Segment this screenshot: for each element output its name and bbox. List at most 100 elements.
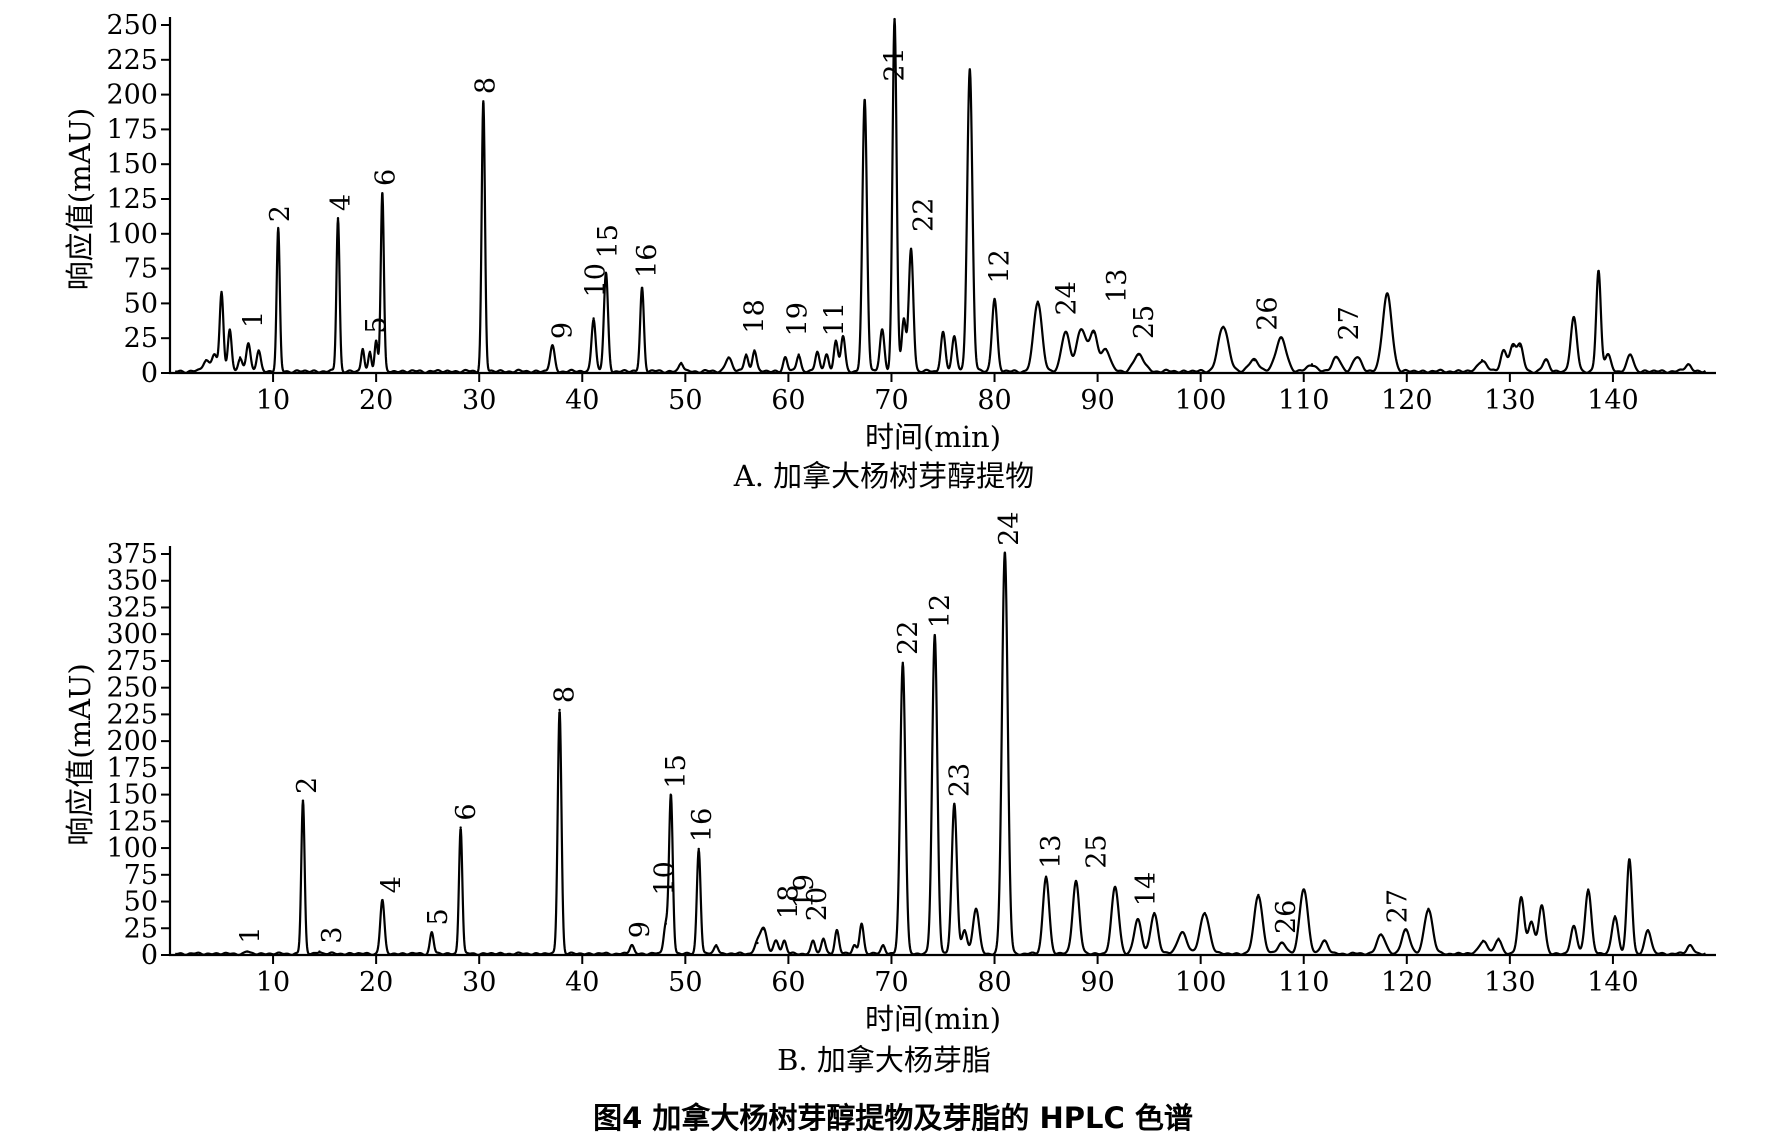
chart-b-peak: [835, 928, 839, 932]
chart-b-peak-label: 18: [773, 885, 804, 919]
chart-b-x-tick-label: 80: [977, 967, 1011, 998]
chart-b-peak: [1379, 933, 1383, 936]
chart-a-x-tick-label: 70: [874, 385, 908, 416]
chart-b-peak: [1587, 888, 1590, 891]
chart-a-peak: [374, 339, 378, 342]
chart-b-peak: [1427, 907, 1430, 910]
chart-b-peak-label: 24: [994, 512, 1025, 546]
chart-b-peak-label: 13: [1036, 834, 1067, 868]
chart-b-y-tick-label: 150: [106, 780, 158, 811]
chart-b-peak: [630, 943, 633, 947]
chart-b-x-tick-label: 50: [668, 967, 702, 998]
chart-b-x-tick-label: 10: [256, 967, 290, 998]
chart-a-peak: [1335, 356, 1338, 359]
chart-a-x-axis-title: 时间(min): [865, 420, 1001, 454]
chart-a-peak: [1253, 358, 1256, 362]
figure-caption: 图4 加拿大杨树芽醇提物及芽脂的 HPLC 色谱: [593, 1101, 1193, 1135]
chart-b-peak: [774, 939, 778, 943]
chart-b-peak: [1520, 896, 1523, 900]
chart-b-y-tick-label: 275: [106, 646, 158, 677]
chart-a-peak: [863, 98, 866, 102]
chart-b-peak: [1613, 915, 1617, 918]
chart-b-peak-label: 16: [687, 808, 718, 842]
chart-a-peak: [238, 356, 242, 359]
chart-b-peak-label: 1: [235, 926, 266, 943]
chart-a-peak-label: 27: [1334, 306, 1365, 340]
chart-a-y-tick-label: 125: [106, 184, 158, 215]
chart-a-y-tick-label: 75: [124, 254, 158, 285]
chart-a-peak: [1092, 331, 1095, 334]
chart-a-peak: [953, 335, 956, 338]
chart-b-peak: [1257, 893, 1260, 897]
chart-b-y-tick-label: 100: [106, 833, 158, 864]
chart-a-peak-label: 19: [783, 302, 814, 336]
chart-b-y-tick-label: 75: [124, 860, 158, 891]
chart-a-y-tick-label: 200: [106, 80, 158, 111]
chart-a-x-tick-label: 20: [359, 385, 393, 416]
chart-a-peak: [968, 68, 971, 71]
chart-a-peak: [893, 17, 896, 21]
chart-a-x-tick-label: 80: [977, 385, 1011, 416]
chart-a-peak: [841, 335, 845, 338]
chart-a-peak: [909, 247, 913, 251]
chart-b-peak: [715, 943, 718, 947]
chart-a-y-tick-label: 25: [124, 323, 158, 354]
chart-a-peak: [1518, 345, 1522, 348]
chart-a-x-tick-label: 30: [462, 385, 496, 416]
chart-b-y-tick-label: 325: [106, 592, 158, 623]
chart-b-peak: [1280, 941, 1284, 945]
chart-b-peak: [1646, 928, 1650, 932]
chart-b-y-tick-label: 125: [106, 806, 158, 837]
chart-a-peak: [727, 356, 730, 359]
chart-b-y-tick-label: 0: [141, 940, 158, 971]
chart-a-x-tick-label: 130: [1484, 385, 1536, 416]
chart-b-peak: [318, 950, 321, 953]
chart-a-peak: [941, 331, 945, 334]
chart-a-y-tick-label: 250: [106, 10, 158, 41]
chart-b-peak-label: 19: [789, 874, 820, 908]
chart-a-peak: [361, 347, 364, 351]
chart-b-peak: [459, 826, 462, 829]
chart-a-y-tick-label: 225: [106, 45, 158, 76]
chart-a-peak-label: 12: [985, 249, 1016, 283]
chart-b-peak-label: 10: [650, 861, 681, 895]
chart-a-peak: [753, 349, 756, 352]
chart-a-peak-label: 10: [581, 263, 612, 297]
chart-b-peak-label: 25: [1082, 834, 1113, 868]
chart-a-peak-label: 25: [1129, 305, 1160, 339]
chart-a-peak: [592, 317, 595, 320]
chart-b-trace: [174, 552, 1707, 957]
chart-b-peak: [1572, 925, 1575, 929]
chart-a-peak-label: 13: [1102, 269, 1133, 303]
chart-b-peak-label: 5: [423, 908, 454, 925]
chart-a-x-tick-label: 50: [668, 385, 702, 416]
chart-a-peak: [902, 317, 906, 320]
chart-a-x-tick-label: 10: [256, 385, 290, 416]
chart-b-peak: [664, 922, 667, 925]
chart-b-peak: [1153, 911, 1156, 915]
chart-b-x-tick-label: 130: [1484, 967, 1536, 998]
chart-a-y-tick-label: 50: [124, 288, 158, 319]
chart-b-y-tick-label: 300: [106, 619, 158, 650]
chart-b-peak: [1497, 937, 1500, 940]
chart-b-x-tick-label: 70: [874, 967, 908, 998]
chart-b-x-tick-label: 120: [1381, 967, 1433, 998]
chart-b-peak: [1113, 886, 1117, 889]
chart-b-peak: [1530, 920, 1533, 923]
chart-a-peak: [834, 339, 838, 342]
chart-a-peak: [257, 349, 260, 352]
chart-a-peak: [993, 297, 996, 301]
chart-a-x-tick-label: 40: [565, 385, 599, 416]
chart-a-peak: [880, 328, 884, 331]
chart-a-peak: [1597, 269, 1600, 273]
chart-b-peak-label: 6: [451, 803, 482, 820]
chart-b-peak: [1074, 879, 1078, 883]
chart-a-peak-label: 26: [1253, 296, 1284, 330]
chart-a-peak: [1480, 358, 1484, 362]
chart-a-x-tick-label: 140: [1587, 385, 1639, 416]
chart-a-peak-label: 6: [370, 169, 401, 186]
chart-a-peak: [1686, 363, 1690, 366]
chart-a-peak: [1629, 353, 1632, 356]
chart-a-peak: [1606, 353, 1609, 356]
chart-b-peak-label: 4: [377, 876, 408, 893]
